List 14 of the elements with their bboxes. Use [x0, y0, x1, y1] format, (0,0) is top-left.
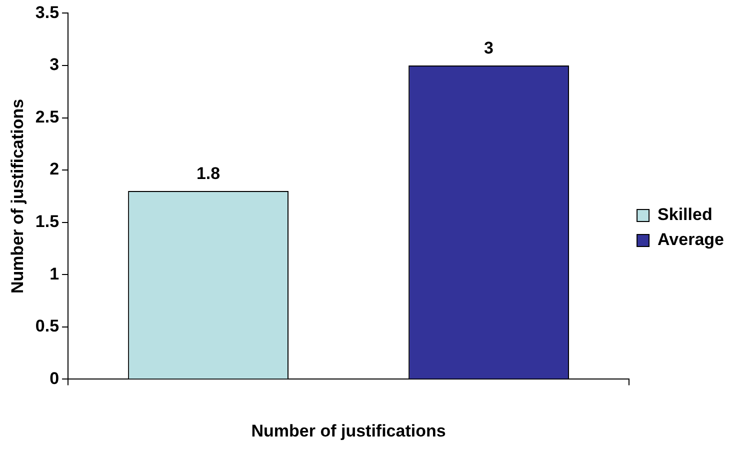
data-label: 3	[484, 38, 494, 58]
y-axis-title: Number of justifications	[8, 98, 27, 294]
y-tick-label: 2	[50, 160, 60, 179]
y-tick-label: 3	[50, 55, 60, 74]
y-tick-label: 0	[50, 368, 60, 388]
y-tick-label: 0.5	[35, 316, 60, 336]
x-axis-title: Number of justifications	[251, 421, 446, 440]
y-tick-label: 3.5	[35, 2, 60, 22]
y-tick-label: 1	[50, 264, 60, 284]
y-tick-label: 1.5	[35, 212, 60, 232]
legend-label: Average	[658, 230, 724, 250]
data-label: 1.8	[196, 164, 220, 184]
legend-label: Skilled	[658, 205, 712, 224]
y-tick-label: 2.5	[35, 107, 60, 126]
